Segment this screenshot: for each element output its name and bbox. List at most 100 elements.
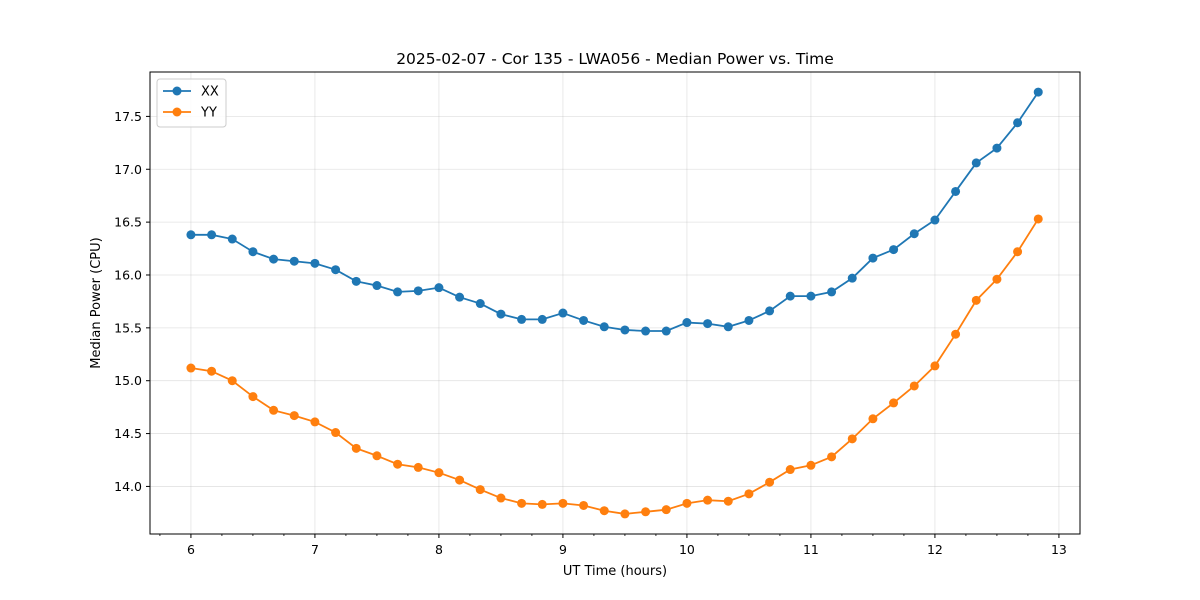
data-point-yy: [889, 398, 899, 408]
plot-frame: [149, 71, 1081, 535]
data-point-yy: [579, 500, 589, 510]
data-point-xx: [909, 229, 919, 239]
y-axis-label: Median Power (CPU): [89, 237, 104, 368]
data-point-yy: [1013, 247, 1023, 257]
legend-marker-yy: [172, 107, 182, 117]
data-point-yy: [827, 452, 837, 462]
y-tick-label: 17.0: [114, 162, 142, 177]
y-tick-label: 14.5: [114, 426, 142, 441]
x-tick-label: 7: [311, 542, 319, 557]
data-point-xx: [930, 215, 940, 225]
data-point-xx: [517, 314, 527, 324]
data-point-xx: [475, 299, 485, 309]
series-layer: [186, 87, 1043, 519]
legend: XX YY: [156, 78, 227, 128]
grid: [150, 72, 1080, 534]
data-point-yy: [475, 485, 485, 495]
series-xx: [186, 87, 1043, 336]
data-point-yy: [289, 411, 299, 421]
data-point-yy: [744, 489, 754, 499]
data-point-xx: [599, 322, 609, 332]
data-point-yy: [723, 496, 733, 506]
data-point-xx: [951, 186, 961, 196]
x-tick-label: 11: [803, 542, 819, 557]
data-point-xx: [641, 326, 651, 336]
legend-marker-xx: [172, 86, 182, 96]
data-point-yy: [703, 495, 713, 505]
legend-label-xx: XX: [201, 85, 219, 100]
y-tick-label: 14.0: [114, 479, 142, 494]
data-point-yy: [558, 498, 568, 508]
data-point-yy: [909, 381, 919, 391]
chart-title: 2025-02-07 - Cor 135 - LWA056 - Median P…: [396, 50, 834, 68]
data-point-yy: [455, 475, 465, 485]
data-point-xx: [434, 283, 444, 293]
data-point-xx: [207, 230, 217, 240]
x-tick-label: 10: [679, 542, 695, 557]
data-point-yy: [537, 499, 547, 509]
y-tick-label: 15.0: [114, 373, 142, 388]
data-point-yy: [186, 363, 196, 373]
data-point-xx: [455, 292, 465, 302]
data-point-yy: [434, 468, 444, 478]
data-point-yy: [372, 451, 382, 461]
data-point-yy: [351, 443, 361, 453]
data-point-xx: [579, 315, 589, 325]
data-point-xx: [806, 291, 816, 301]
data-point-yy: [930, 361, 940, 371]
data-point-xx: [331, 265, 341, 275]
data-point-xx: [310, 258, 320, 268]
data-point-xx: [744, 315, 754, 325]
data-point-yy: [227, 376, 237, 386]
data-point-xx: [992, 143, 1002, 153]
data-point-yy: [599, 506, 609, 516]
x-axis-label: UT Time (hours): [563, 564, 667, 579]
x-tick-label: 9: [559, 542, 567, 557]
data-point-xx: [765, 306, 775, 316]
data-point-xx: [558, 308, 568, 318]
data-point-xx: [227, 234, 237, 244]
data-point-yy: [413, 462, 423, 472]
data-point-xx: [847, 273, 857, 283]
y-tick-label: 16.5: [114, 215, 142, 230]
data-point-xx: [785, 291, 795, 301]
data-point-yy: [207, 366, 217, 376]
data-point-yy: [785, 465, 795, 475]
data-point-yy: [682, 498, 692, 508]
data-point-xx: [723, 322, 733, 332]
data-point-yy: [765, 477, 775, 487]
y-tick-label: 15.5: [114, 320, 142, 335]
data-point-yy: [868, 414, 878, 424]
y-tick-label: 16.0: [114, 267, 142, 282]
data-point-xx: [682, 318, 692, 328]
data-point-yy: [496, 493, 506, 503]
data-point-yy: [393, 459, 403, 469]
legend-label-yy: YY: [200, 106, 217, 121]
data-point-xx: [496, 309, 506, 319]
data-point-xx: [971, 158, 981, 168]
data-point-yy: [806, 460, 816, 470]
data-point-xx: [620, 325, 630, 335]
data-point-yy: [951, 329, 961, 339]
data-point-yy: [992, 274, 1002, 284]
ticks: 6 7 8 9 10 11 12 13 14.0 14.5 15.0 15.5 16.0 16.5 17.0…: [114, 109, 1067, 557]
x-tick-label: 12: [927, 542, 943, 557]
x-tick-label: 13: [1051, 542, 1067, 557]
series-yy: [186, 214, 1043, 519]
data-point-xx: [186, 230, 196, 240]
data-point-xx: [661, 326, 671, 336]
data-point-xx: [393, 287, 403, 297]
data-point-yy: [661, 505, 671, 515]
data-point-yy: [310, 417, 320, 427]
data-point-yy: [620, 509, 630, 519]
data-point-xx: [868, 253, 878, 263]
data-point-xx: [703, 319, 713, 329]
data-point-xx: [1033, 87, 1043, 97]
data-point-yy: [248, 392, 258, 402]
data-point-yy: [1033, 214, 1043, 224]
data-point-xx: [269, 254, 279, 264]
x-tick-label: 6: [187, 542, 195, 557]
data-point-yy: [331, 428, 341, 438]
